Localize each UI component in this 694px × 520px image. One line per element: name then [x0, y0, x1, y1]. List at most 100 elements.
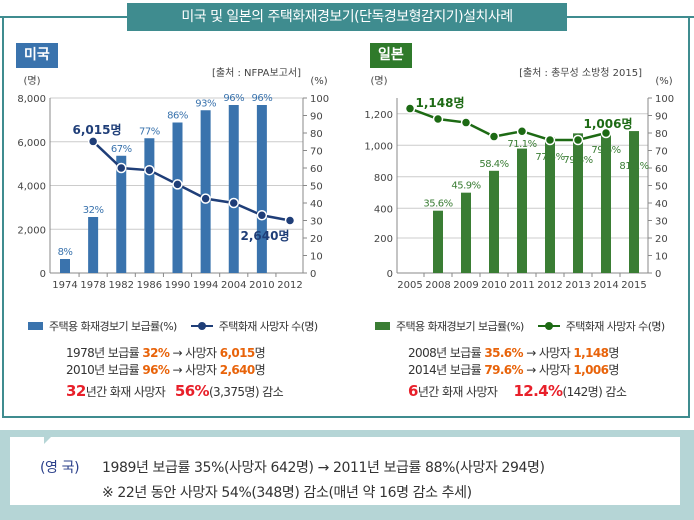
line-swatch: [537, 322, 560, 330]
right-tick-label: 80: [310, 129, 323, 140]
bar: [60, 259, 70, 273]
legend-bar-label: 주택용 화재경보기 보급률(%): [49, 320, 177, 333]
annotation-label: 1,148명: [416, 96, 465, 110]
left-axis-unit: (명): [23, 75, 40, 87]
bar-value-label: 8%: [58, 247, 73, 258]
annotation-label: 6,015명: [73, 123, 122, 137]
us-legend: 주택용 화재경보기 보급률(%) 주택화재 사망자 수(명): [28, 318, 318, 334]
x-tick-label: 1990: [165, 280, 190, 291]
bar-value-label: 77.5%: [535, 152, 564, 163]
left-tick-label: 6,000: [17, 138, 46, 149]
bar: [256, 105, 267, 273]
right-tick-label: 60: [310, 164, 323, 175]
right-tick-label: 100: [655, 94, 674, 105]
bar: [144, 138, 155, 273]
speech-notch: [44, 430, 58, 444]
bar-value-label: 32%: [83, 205, 104, 216]
line-point: [172, 179, 183, 190]
bar-value-label: 86%: [167, 111, 188, 122]
x-tick-label: 1986: [137, 280, 162, 291]
line-point: [256, 210, 268, 221]
right-tick-label: 70: [655, 147, 668, 158]
bar-value-label: 81.1%: [619, 161, 648, 172]
bar: [116, 155, 127, 273]
line-point: [144, 164, 155, 176]
right-tick-label: 20: [310, 234, 323, 245]
left-tick-label: 0: [40, 269, 46, 280]
line-point: [404, 103, 416, 114]
us-summary: 1978년 보급률 32% → 사망자 6,015명 2010년 보급률 96%…: [66, 346, 284, 400]
x-tick-label: 2011: [509, 280, 534, 291]
right-tick-label: 50: [655, 182, 668, 193]
bar: [461, 192, 471, 273]
charts-svg: [출처 : NFPA보고서] (명) (%) 8,000 6,000 4,000 2,000…: [17, 67, 674, 291]
uk-box: (영 국) 1989년 보급률 35%(사망자 642명) → 2011년 보급…: [10, 437, 680, 505]
uk-label: (영 국): [40, 460, 80, 476]
line-point: [600, 127, 612, 139]
japan-tag: 일본: [370, 43, 412, 68]
line-point: [116, 162, 127, 174]
line-point: [432, 113, 444, 125]
line-point: [460, 117, 472, 128]
bar: [489, 170, 499, 273]
x-tick-label: 2013: [565, 280, 590, 291]
x-tick-label: 1982: [109, 280, 134, 291]
right-tick-label: 50: [310, 182, 323, 193]
x-tick-label: 1978: [80, 280, 105, 291]
right-tick-label: 10: [655, 252, 668, 263]
line-swatch: [190, 322, 213, 330]
legend-line-label: 주택화재 사망자 수(명): [218, 320, 318, 333]
x-tick-label: 2010: [481, 280, 506, 291]
bar: [629, 131, 639, 273]
annotation-label: 2,640명: [241, 229, 290, 243]
right-tick-label: 60: [655, 164, 668, 175]
x-tick-label: 2004: [221, 280, 246, 291]
bar: [517, 148, 527, 273]
bar: [601, 133, 611, 273]
left-tick-label: 200: [374, 234, 393, 245]
bar-value-label: 77%: [139, 126, 160, 137]
bar-swatch: [375, 322, 390, 330]
japan-summary: 2008년 보급률 35.6% → 사망자 1,148명 2014년 보급률 7…: [408, 346, 627, 400]
line-point: [87, 136, 99, 147]
japan-legend: 주택용 화재경보기 보급률(%) 주택화재 사망자 수(명): [375, 318, 665, 334]
left-tick-label: 0: [387, 269, 393, 280]
annotation-label: 1,006명: [584, 117, 633, 131]
bar-value-label: 79.6%: [591, 145, 620, 156]
x-tick-label: 2012: [277, 280, 302, 291]
legend-bar-label: 주택용 화재경보기 보급률(%): [396, 320, 524, 333]
bar-value-label: 96%: [223, 93, 244, 104]
line-point: [200, 193, 211, 204]
x-tick-label: 2008: [425, 280, 450, 291]
line-point: [284, 215, 296, 226]
source-note: [출처 : 총무성 소방청 2015]: [519, 67, 642, 79]
bar: [172, 122, 183, 273]
right-tick-label: 0: [655, 269, 661, 280]
bar-value-label: 96%: [252, 93, 273, 104]
line-point: [228, 197, 239, 209]
bar-swatch: [28, 322, 43, 330]
bar: [88, 217, 99, 273]
x-tick-label: 2012: [537, 280, 562, 291]
bar: [228, 105, 239, 273]
source-note: [출처 : NFPA보고서]: [212, 67, 301, 79]
bar-value-label: 67%: [111, 144, 132, 155]
left-tick-label: 4,000: [17, 182, 46, 193]
x-tick-label: 2009: [453, 280, 478, 291]
right-axis-unit: (%): [655, 76, 672, 87]
right-tick-label: 30: [310, 217, 323, 228]
right-tick-label: 80: [655, 129, 668, 140]
line-point: [488, 131, 500, 142]
left-tick-label: 8,000: [17, 94, 46, 105]
bar-value-label: 93%: [195, 98, 216, 109]
x-tick-label: 1974: [52, 280, 77, 291]
bar: [200, 110, 211, 273]
left-tick-label: 400: [374, 204, 393, 215]
left-tick-label: 800: [374, 173, 393, 184]
left-tick-label: 1,000: [364, 141, 393, 152]
bar: [573, 133, 583, 273]
line-point: [516, 125, 528, 137]
bar-value-label: 58.4%: [479, 159, 508, 170]
x-tick-label: 2015: [621, 280, 646, 291]
right-tick-label: 100: [310, 94, 329, 105]
